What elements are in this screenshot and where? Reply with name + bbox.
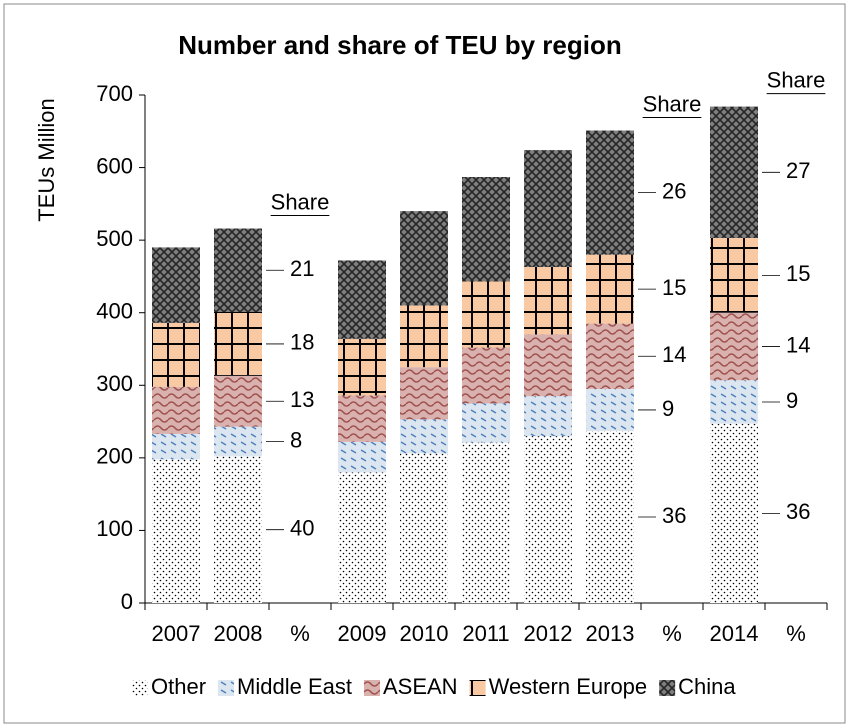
share-value: 9 [786, 388, 798, 413]
share-value: 15 [662, 275, 686, 300]
bar-segment [524, 334, 572, 397]
y-tick-label: 100 [96, 516, 133, 541]
bar-segment [214, 375, 262, 427]
bar-segment [462, 403, 510, 443]
bar-segment [338, 472, 386, 603]
y-tick-label: 700 [96, 81, 133, 106]
legend-swatch [659, 680, 676, 696]
bar-segment [400, 367, 448, 420]
x-tick-label: % [786, 621, 806, 646]
bar-segment [462, 177, 510, 282]
legend-swatch [132, 680, 148, 696]
bar-segment [524, 266, 572, 335]
bar-segment [338, 395, 386, 442]
share-value: 27 [786, 158, 810, 183]
bar-segment [710, 106, 758, 238]
bar-segment [524, 150, 572, 267]
bar-segment [338, 338, 386, 396]
bar-segment [214, 228, 262, 312]
x-tick-label: 2008 [214, 621, 263, 646]
share-value: 13 [290, 387, 314, 412]
chart-title: Number and share of TEU by region [178, 30, 622, 60]
legend-label: China [678, 674, 736, 699]
legend-swatch [469, 680, 486, 696]
share-value: 36 [786, 499, 810, 524]
share-value: 9 [662, 396, 674, 421]
x-tick-label: 2009 [338, 621, 387, 646]
legend-swatch [363, 680, 380, 696]
x-tick-label: 2012 [524, 621, 573, 646]
bar-segment [586, 388, 634, 432]
x-tick-label: 2010 [400, 621, 449, 646]
bar-segment [214, 311, 262, 376]
legend-label: Middle East [237, 674, 352, 699]
y-tick-label: 600 [96, 153, 133, 178]
bar-segment [152, 247, 200, 323]
legend-label: ASEAN [383, 674, 458, 699]
y-tick-label: 200 [96, 444, 133, 469]
x-tick-label: 2007 [152, 621, 201, 646]
bar-segment [710, 312, 758, 381]
bar-segment [152, 459, 200, 603]
y-tick-label: 300 [96, 371, 133, 396]
bar-segment [152, 433, 200, 460]
bar-segment [400, 211, 448, 306]
bar-segment [152, 322, 200, 387]
share-value: 21 [290, 256, 314, 281]
bar-segment [400, 419, 448, 454]
legend-label: Other [151, 674, 206, 699]
x-tick-label: 2013 [586, 621, 635, 646]
x-tick-label: % [662, 621, 682, 646]
x-tick-label: % [290, 621, 310, 646]
bar-segment [586, 323, 634, 389]
share-value: 18 [290, 330, 314, 355]
share-value: 26 [662, 178, 686, 203]
bar-segment [710, 237, 758, 313]
bar-segment [524, 436, 572, 603]
bar-segment [400, 453, 448, 603]
bar-segment [338, 441, 386, 473]
bar-segment [524, 396, 572, 437]
bar-segment [586, 130, 634, 255]
bar-segment [338, 260, 386, 339]
bar-segment [400, 305, 448, 368]
y-tick-label: 0 [121, 589, 133, 614]
x-tick-label: 2014 [710, 621, 759, 646]
share-value: 8 [290, 427, 302, 452]
bar-segment [586, 431, 634, 603]
y-axis-label: TEUs Million [34, 98, 59, 221]
share-value: 40 [290, 516, 314, 541]
legend-swatch [218, 680, 235, 696]
y-tick-label: 400 [96, 299, 133, 324]
x-tick-label: 2011 [462, 621, 509, 646]
share-header: Share [271, 189, 330, 214]
bar-segment [586, 254, 634, 324]
share-value: 36 [662, 503, 686, 528]
share-value: 14 [662, 342, 686, 367]
y-tick-label: 500 [96, 226, 133, 251]
bar-segment [710, 423, 758, 603]
share-value: 14 [786, 332, 810, 357]
bar-segment [462, 347, 510, 404]
bar-segment [214, 426, 262, 457]
share-header: Share [643, 91, 702, 116]
share-value: 15 [786, 261, 810, 286]
bar-segment [152, 386, 200, 434]
share-header: Share [767, 67, 826, 92]
bar-segment [710, 380, 758, 424]
legend-label: Western Europe [489, 674, 648, 699]
bar-segment [214, 456, 262, 603]
bar-segment [462, 281, 510, 348]
frame [3, 3, 846, 724]
bar-segment [462, 442, 510, 603]
